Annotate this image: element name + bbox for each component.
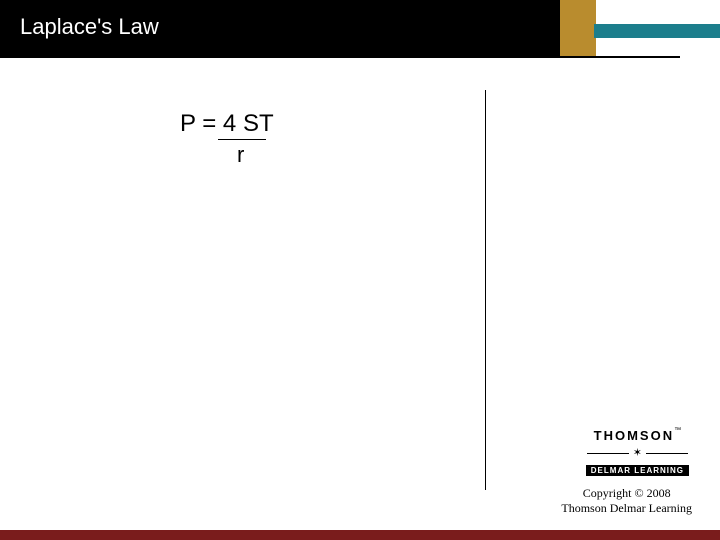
formula-denominator: r (237, 142, 244, 168)
logo-brand-text: THOMSON (594, 428, 674, 443)
copyright-line1: Copyright © 2008 (561, 486, 692, 501)
copyright-line2: Thomson Delmar Learning (561, 501, 692, 516)
vertical-divider (485, 90, 486, 490)
logo-star-icon: ✶ (583, 446, 692, 459)
formula-numerator: P = 4 ST (180, 110, 274, 137)
publisher-logo: THOMSON™ ✶ DELMAR LEARNING (583, 427, 692, 478)
header-ochre-band (560, 0, 596, 58)
bottom-stripe (0, 530, 720, 540)
header-underline (0, 56, 680, 58)
logo-brand-bottom-wrap: DELMAR LEARNING (583, 460, 692, 478)
slide-title: Laplace's Law (20, 14, 159, 40)
header-teal-band (594, 24, 720, 38)
logo-tm: ™ (674, 427, 681, 434)
slide: Laplace's Law P = 4 ST r THOMSON™ ✶ DELM… (0, 0, 720, 540)
copyright-block: Copyright © 2008 Thomson Delmar Learning (561, 486, 692, 516)
formula-top-line: P = 4 ST (180, 110, 274, 138)
logo-brand-top: THOMSON™ (583, 427, 692, 445)
fraction-bar (218, 139, 266, 140)
logo-brand-bottom: DELMAR LEARNING (586, 465, 689, 476)
